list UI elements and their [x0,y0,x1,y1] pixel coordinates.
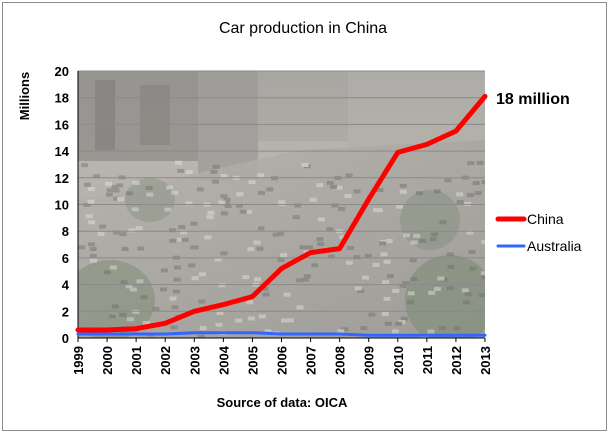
x-axis-label: Source of data: OICA [217,395,348,410]
x-tick-label: 2013 [478,346,493,375]
legend: China Australia [495,211,582,254]
y-tick-label: 20 [55,64,69,79]
y-tick-label: 0 [62,331,69,346]
y-tick-label: 14 [55,144,70,159]
x-tick-label: 2004 [216,345,231,375]
y-axis-label: Millions [17,72,32,120]
x-tick-label: 2006 [275,346,290,375]
x-tick-labels: 1999 2000 2001 2002 2003 2004 2005 2006 2007 2008… [71,345,493,375]
traffic-photo-background [78,71,485,338]
x-tick-label: 2010 [391,346,406,375]
annotation-18-million: 18 million [496,91,570,108]
x-tick-label: 2007 [304,346,319,375]
x-tick-label: 2009 [362,346,377,375]
y-tick-label: 18 [55,91,69,106]
y-tick-label: 16 [55,117,69,132]
x-tick-label: 2002 [158,346,173,375]
x-tick-label: 2003 [187,346,202,375]
gridlines [78,70,485,312]
legend-china-label: China [527,211,564,227]
x-tick-label: 2001 [129,346,144,375]
x-tick-label: 1999 [71,346,86,375]
x-tick-label: 2011 [420,346,435,374]
y-tick-label: 4 [62,278,70,293]
x-tick-label: 2005 [245,346,260,375]
y-tick-label: 6 [62,251,69,266]
x-tick-label: 2000 [100,346,115,375]
legend-australia-label: Australia [527,238,582,254]
chart-title: Car production in China [219,20,387,37]
x-tick-label: 2008 [333,346,348,375]
y-tick-label: 12 [55,171,69,186]
y-tick-labels: 0 2 4 6 8 10 12 14 16 18 20 [55,64,70,346]
y-tick-label: 2 [62,304,69,319]
x-tick-label: 2012 [449,346,464,375]
axes [77,71,486,342]
series-lines [75,93,488,337]
y-tick-label: 10 [55,198,69,213]
y-tick-label: 8 [62,224,69,239]
